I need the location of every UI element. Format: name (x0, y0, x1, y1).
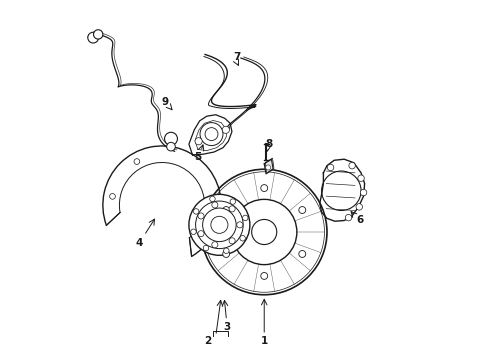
Circle shape (193, 209, 199, 214)
Circle shape (88, 32, 99, 43)
Circle shape (251, 220, 276, 244)
Circle shape (240, 235, 245, 241)
Circle shape (210, 216, 227, 233)
Circle shape (360, 189, 366, 196)
Text: 9: 9 (161, 97, 168, 107)
Text: 3: 3 (223, 322, 230, 332)
Polygon shape (265, 158, 273, 173)
Circle shape (201, 169, 326, 295)
Text: 6: 6 (356, 215, 363, 225)
Circle shape (164, 132, 177, 145)
Circle shape (260, 273, 267, 279)
Circle shape (348, 162, 355, 169)
Circle shape (190, 229, 196, 234)
Circle shape (198, 213, 203, 219)
Circle shape (202, 208, 236, 242)
Circle shape (198, 231, 203, 237)
Circle shape (188, 194, 249, 255)
Circle shape (223, 248, 228, 253)
Circle shape (265, 165, 270, 170)
Text: 5: 5 (194, 152, 201, 162)
Text: 4: 4 (135, 238, 142, 248)
Text: 8: 8 (264, 139, 272, 149)
Circle shape (298, 251, 305, 257)
Circle shape (211, 202, 218, 208)
Circle shape (203, 245, 208, 251)
Circle shape (228, 206, 235, 212)
Circle shape (222, 251, 229, 257)
Circle shape (355, 204, 362, 210)
Circle shape (93, 30, 102, 39)
Circle shape (298, 207, 305, 213)
Circle shape (229, 199, 235, 204)
Circle shape (134, 159, 140, 165)
Circle shape (260, 185, 267, 192)
Circle shape (357, 175, 364, 181)
Circle shape (242, 215, 247, 221)
Circle shape (222, 126, 229, 134)
Circle shape (236, 222, 243, 228)
Circle shape (166, 142, 175, 151)
Circle shape (206, 220, 212, 225)
Circle shape (195, 138, 202, 145)
Circle shape (211, 242, 218, 248)
Circle shape (209, 196, 215, 202)
Circle shape (109, 194, 115, 199)
Circle shape (204, 128, 218, 140)
Circle shape (228, 238, 235, 244)
Text: 2: 2 (204, 336, 211, 346)
Circle shape (222, 207, 229, 213)
Circle shape (345, 215, 351, 221)
Text: 1: 1 (260, 336, 267, 346)
Text: 7: 7 (232, 52, 240, 62)
Circle shape (231, 199, 296, 265)
Circle shape (326, 164, 333, 171)
